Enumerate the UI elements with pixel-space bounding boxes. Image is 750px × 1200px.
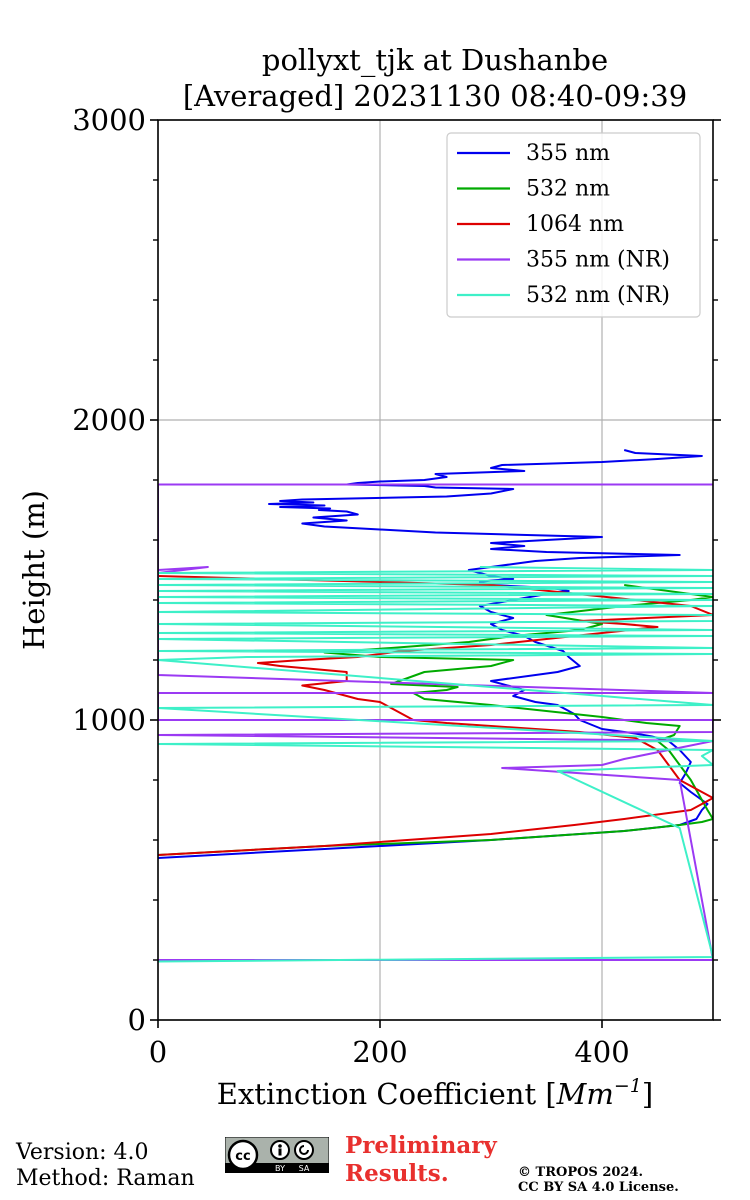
prelim-line2: Results. [345, 1160, 449, 1187]
chart-title-line2: [Averaged] 20231130 08:40-09:39 [183, 79, 687, 113]
x-axis-label: Extinction Coefficient [Mm−1] [217, 1075, 653, 1111]
copyright-note: © TROPOS 2024. CC BY SA 4.0 License. [518, 1165, 679, 1195]
legend-label-3: 1064 nm [526, 212, 624, 237]
preliminary-results-note: Preliminary Results. [345, 1132, 497, 1188]
version-text: Version: 4.0 [16, 1140, 149, 1165]
y-axis-label: Height (m) [17, 490, 51, 650]
legend-label-5: 532 nm (NR) [526, 283, 670, 308]
y-tick-label: 3000 [72, 103, 146, 137]
cc-by-sa-logo: cc BY SA [225, 1137, 329, 1173]
plot-frame [157, 119, 714, 1021]
svg-text:BY: BY [275, 1164, 285, 1173]
x-tick-label: 400 [574, 1035, 629, 1069]
version-info: Version: 4.0 Method: Raman [16, 1140, 195, 1192]
legend-label-1: 355 nm [526, 141, 610, 166]
svg-text:SA: SA [299, 1164, 310, 1173]
legend-label-4: 355 nm (NR) [526, 248, 670, 273]
series-lines [158, 449, 713, 963]
copyright-line2: CC BY SA 4.0 License. [518, 1180, 679, 1195]
x-tick-label: 0 [149, 1035, 167, 1069]
y-tick-label: 0 [128, 1003, 146, 1037]
series-line-1 [158, 449, 709, 859]
svg-text:cc: cc [235, 1149, 250, 1164]
copyright-line1: © TROPOS 2024. [518, 1165, 644, 1180]
method-text: Method: Raman [16, 1166, 195, 1191]
series-line-4 [158, 483, 713, 961]
chart-title-line1: pollyxt_tjk at Dushanbe [262, 43, 608, 78]
share-alike-icon [294, 1140, 314, 1160]
legend-label-2: 532 nm [526, 177, 610, 202]
legend-box [446, 132, 701, 318]
legend: 355 nm 532 nm 1064 nm 355 nm (NR) 532 nm (NR… [446, 132, 701, 318]
y-tick-label: 2000 [72, 403, 146, 437]
series-line-3 [158, 575, 713, 856]
cc-icon [227, 1139, 259, 1171]
series-line-5 [158, 566, 713, 963]
y-tick-label: 1000 [72, 703, 146, 737]
prelim-line1: Preliminary [345, 1132, 497, 1159]
axis-ticks: 0 200 400 0 1000 2000 3000 [72, 103, 721, 1069]
x-tick-label: 200 [352, 1035, 407, 1069]
